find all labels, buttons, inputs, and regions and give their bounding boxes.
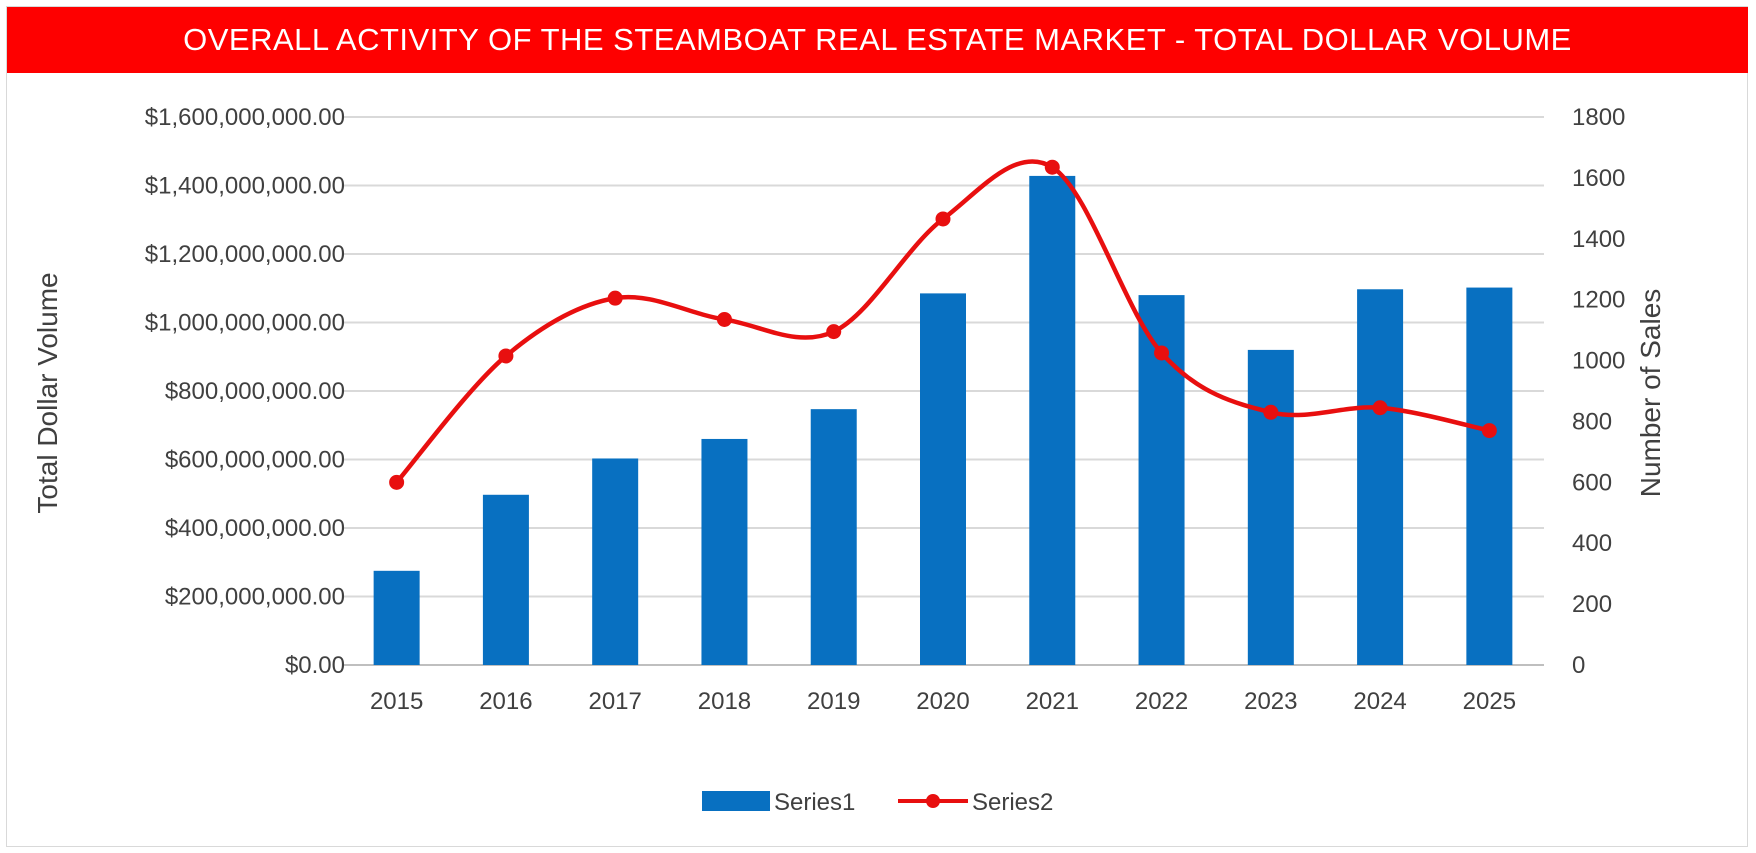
right-tick-label: 200 — [1572, 591, 1612, 618]
right-tick-label: 1800 — [1572, 104, 1625, 131]
bar-2015 — [373, 570, 420, 665]
x-tick-label: 2016 — [479, 688, 532, 715]
x-tick-label: 2021 — [1026, 688, 1079, 715]
x-tick-label: 2022 — [1135, 688, 1188, 715]
bar-2017 — [592, 458, 639, 665]
series2-point-2021 — [1044, 159, 1060, 175]
left-axis-title: Total Dollar Volume — [32, 272, 63, 513]
left-tick-label: $800,000,000.00 — [165, 378, 345, 405]
bar-2021 — [1029, 175, 1076, 665]
bar-2024 — [1357, 289, 1404, 665]
series2-point-2015 — [389, 474, 405, 490]
right-tick-label: 800 — [1572, 408, 1612, 435]
chart-frame — [6, 6, 1748, 847]
bar-2018 — [701, 438, 748, 665]
x-tick-label: 2018 — [698, 688, 751, 715]
bar-2020 — [920, 293, 966, 665]
right-tick-label: 1000 — [1572, 348, 1625, 375]
bar-series — [373, 175, 1513, 665]
bar-2025 — [1466, 287, 1513, 665]
x-axis-ticks: 2015 2016 2017 2018 2019 2020 2021 2022 2023 2024… — [370, 688, 1516, 715]
left-tick-label: $0.00 — [285, 652, 345, 679]
right-axis-title: Number of Sales — [1635, 289, 1666, 498]
bar-2023 — [1247, 349, 1294, 665]
legend-swatch-series1 — [702, 791, 770, 811]
series2-point-2024 — [1372, 400, 1388, 416]
bar-2019 — [810, 409, 857, 665]
legend-label-series2: Series2 — [972, 789, 1053, 816]
line-series — [389, 159, 1497, 490]
legend-marker-series2 — [926, 794, 940, 808]
series2-point-2018 — [716, 311, 732, 327]
left-tick-label: $400,000,000.00 — [165, 515, 345, 542]
right-tick-label: 0 — [1572, 652, 1585, 679]
legend: Series1 Series2 — [702, 789, 1053, 816]
x-tick-label: 2024 — [1353, 688, 1406, 715]
left-tick-label: $1,000,000,000.00 — [145, 310, 345, 337]
series2-point-2025 — [1481, 423, 1497, 439]
x-tick-label: 2020 — [916, 688, 969, 715]
left-tick-label: $1,200,000,000.00 — [145, 241, 345, 268]
series2-point-2022 — [1154, 345, 1170, 361]
left-axis-ticks: $0.00 $200,000,000.00 $400,000,000.00 $600,… — [145, 104, 345, 679]
left-tick-label: $1,400,000,000.00 — [145, 173, 345, 200]
legend-label-series1: Series1 — [774, 789, 855, 816]
series2-point-2017 — [607, 290, 623, 306]
series2-point-2016 — [498, 348, 514, 364]
series2-point-2023 — [1263, 404, 1279, 420]
left-tick-label: $200,000,000.00 — [165, 584, 345, 611]
x-tick-label: 2017 — [588, 688, 641, 715]
right-tick-label: 400 — [1572, 530, 1612, 557]
left-tick-label: $600,000,000.00 — [165, 447, 345, 474]
bar-2016 — [482, 494, 529, 665]
right-axis-ticks: 0 200 400 600 800 1000 1200 1400 1600 1800 — [1572, 104, 1625, 679]
x-tick-label: 2015 — [370, 688, 423, 715]
right-tick-label: 1400 — [1572, 226, 1625, 253]
series2-point-2019 — [826, 324, 842, 340]
x-tick-label: 2025 — [1463, 688, 1516, 715]
x-tick-label: 2019 — [807, 688, 860, 715]
series2-point-2020 — [935, 211, 951, 227]
right-tick-label: 1200 — [1572, 287, 1625, 314]
right-tick-label: 1600 — [1572, 165, 1625, 192]
right-tick-label: 600 — [1572, 469, 1612, 496]
left-tick-label: $1,600,000,000.00 — [145, 104, 345, 131]
x-tick-label: 2023 — [1244, 688, 1297, 715]
chart-title: OVERALL ACTIVITY OF THE STEAMBOAT REAL E… — [7, 7, 1748, 73]
